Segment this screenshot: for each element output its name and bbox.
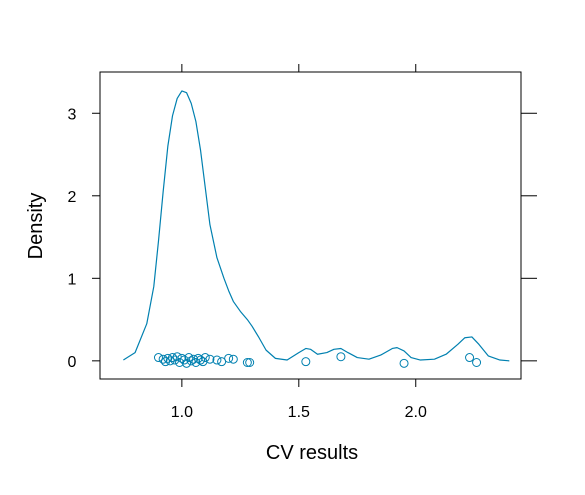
data-point	[205, 354, 215, 364]
data-point	[182, 358, 192, 368]
data-point	[168, 353, 178, 363]
data-point	[472, 357, 482, 367]
points-layer	[153, 352, 482, 368]
data-point	[163, 353, 173, 363]
data-point	[193, 353, 203, 363]
y-tick-label: 3	[68, 106, 77, 123]
x-tick-label: 2.0	[405, 404, 427, 421]
plot-frame	[99, 71, 522, 380]
data-point	[196, 355, 206, 365]
data-point	[242, 357, 252, 367]
x-axis-title: CV results	[266, 442, 358, 464]
x-tick-label: 1.5	[288, 404, 310, 421]
y-tick-label: 2	[68, 189, 77, 206]
data-point	[224, 353, 234, 363]
data-point	[158, 354, 168, 364]
data-point	[399, 358, 409, 368]
data-point	[336, 352, 346, 362]
data-point	[212, 355, 222, 365]
y-axis-title: Density	[25, 193, 47, 260]
density-curve	[123, 90, 510, 362]
data-point	[228, 354, 238, 364]
curve-layer	[123, 90, 510, 362]
ticks-layer	[92, 64, 537, 387]
data-point	[465, 353, 475, 363]
data-point	[245, 357, 255, 367]
labels-layer: 1.0 1.5 2.0 0 1 2 3	[68, 106, 427, 421]
y-tick-label: 0	[68, 354, 77, 371]
x-tick-label: 1.0	[171, 404, 193, 421]
data-point	[177, 353, 187, 363]
data-point	[153, 353, 163, 363]
data-point	[301, 357, 311, 367]
y-tick-label: 1	[68, 271, 77, 288]
data-point	[200, 353, 210, 363]
